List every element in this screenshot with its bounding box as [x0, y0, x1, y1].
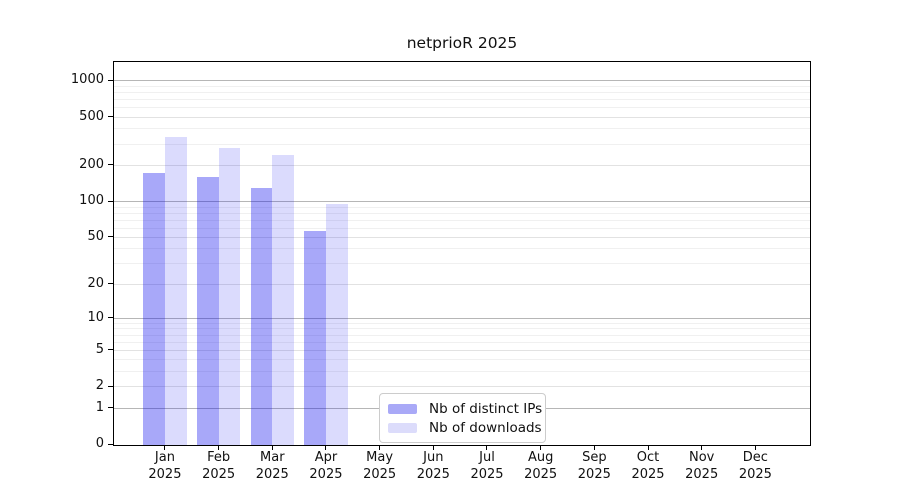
- gridline: [114, 371, 810, 373]
- legend: Nb of distinct IPs Nb of downloads: [379, 393, 546, 443]
- gridline: [114, 201, 810, 203]
- x-tick-mark: [432, 446, 434, 450]
- gridline: [114, 328, 810, 330]
- x-tick-label: May 2025: [363, 450, 397, 482]
- legend-label-downloads: Nb of downloads: [429, 419, 542, 436]
- y-tick-label: 2: [95, 378, 104, 394]
- legend-item-distinct-ips: Nb of distinct IPs: [388, 401, 542, 417]
- gridline: [114, 248, 810, 250]
- legend-swatch-downloads: [388, 422, 417, 433]
- gridline: [114, 283, 810, 285]
- y-tick-label: 5: [95, 341, 104, 357]
- x-tick-label: Aug 2025: [524, 450, 558, 482]
- bar-distinct-ips: [304, 231, 326, 445]
- gridline: [114, 386, 810, 388]
- bar-distinct-ips: [197, 176, 219, 445]
- x-tick-label: Sep 2025: [577, 450, 611, 482]
- y-tick-label: 200: [79, 156, 104, 172]
- x-tick-label: Apr 2025: [309, 450, 343, 482]
- x-tick-mark: [379, 446, 381, 450]
- plot-area: Nb of distinct IPs Nb of downloads: [113, 61, 811, 446]
- bar-downloads: [218, 148, 241, 445]
- x-tick-mark: [271, 446, 273, 450]
- x-tick-label: Dec 2025: [738, 450, 772, 482]
- x-tick-mark: [593, 446, 595, 450]
- gridline: [114, 263, 810, 265]
- y-tick-mark: [108, 443, 113, 445]
- y-tick-mark: [108, 349, 113, 351]
- x-tick-label: Jul 2025: [470, 450, 504, 482]
- x-tick-mark: [701, 446, 703, 450]
- x-tick-mark: [540, 446, 542, 450]
- y-tick-mark: [108, 116, 113, 118]
- y-tick-mark: [108, 200, 113, 202]
- y-tick-label: 10: [87, 309, 104, 325]
- x-tick-mark: [325, 446, 327, 450]
- y-tick-mark: [108, 317, 113, 319]
- gridline: [114, 219, 810, 221]
- gridline: [114, 99, 810, 101]
- gridline: [114, 359, 810, 361]
- x-tick-mark: [164, 446, 166, 450]
- y-tick-mark: [108, 407, 113, 408]
- gridline: [114, 334, 810, 336]
- gridline: [114, 349, 810, 351]
- gridline: [114, 107, 810, 109]
- y-tick-label: 1000: [70, 72, 104, 88]
- gridline: [114, 164, 810, 166]
- gridline: [114, 341, 810, 343]
- grid-layer: [114, 62, 810, 445]
- y-tick-label: 50: [87, 228, 104, 244]
- gridline: [114, 206, 810, 208]
- bar-downloads: [164, 137, 187, 445]
- x-tick-label: Jan 2025: [148, 450, 182, 482]
- bar-distinct-ips: [250, 187, 273, 445]
- y-tick-label: 0: [95, 436, 104, 451]
- x-tick-mark: [218, 446, 220, 450]
- gridline: [114, 85, 810, 87]
- legend-label-distinct-ips: Nb of distinct IPs: [429, 400, 543, 417]
- gridline: [114, 227, 810, 229]
- gridline: [114, 212, 810, 214]
- gridline: [114, 322, 810, 324]
- x-tick-label: Feb 2025: [202, 450, 236, 482]
- gridline: [114, 237, 810, 238]
- bar-downloads: [325, 203, 348, 445]
- y-tick-mark: [108, 236, 113, 238]
- legend-swatch-distinct-ips: [388, 403, 417, 414]
- gridline: [114, 317, 810, 319]
- gridline: [114, 80, 810, 82]
- gridline: [114, 116, 810, 118]
- x-tick-mark: [647, 446, 649, 450]
- gridline: [114, 128, 810, 130]
- legend-item-downloads: Nb of downloads: [388, 420, 542, 436]
- bar-downloads: [272, 154, 294, 445]
- gridline: [114, 143, 810, 145]
- bar-distinct-ips: [143, 173, 165, 445]
- x-tick-mark: [486, 446, 488, 450]
- y-tick-mark: [108, 164, 113, 166]
- y-tick-mark: [108, 385, 113, 387]
- y-tick-label: 1: [95, 399, 104, 415]
- y-tick-label: 500: [79, 108, 104, 124]
- y-tick-label: 20: [87, 275, 104, 291]
- x-tick-label: Nov 2025: [685, 450, 719, 482]
- x-tick-label: Oct 2025: [631, 450, 665, 482]
- bars-layer: [114, 62, 810, 445]
- gridline: [114, 92, 810, 93]
- x-tick-label: Mar 2025: [255, 450, 289, 482]
- x-tick-mark: [754, 446, 756, 450]
- chart-title: netprioR 2025: [406, 34, 518, 52]
- y-tick-mark: [108, 79, 113, 81]
- y-tick-label: 100: [79, 193, 104, 209]
- y-tick-mark: [108, 283, 113, 285]
- x-tick-label: Jun 2025: [416, 450, 450, 482]
